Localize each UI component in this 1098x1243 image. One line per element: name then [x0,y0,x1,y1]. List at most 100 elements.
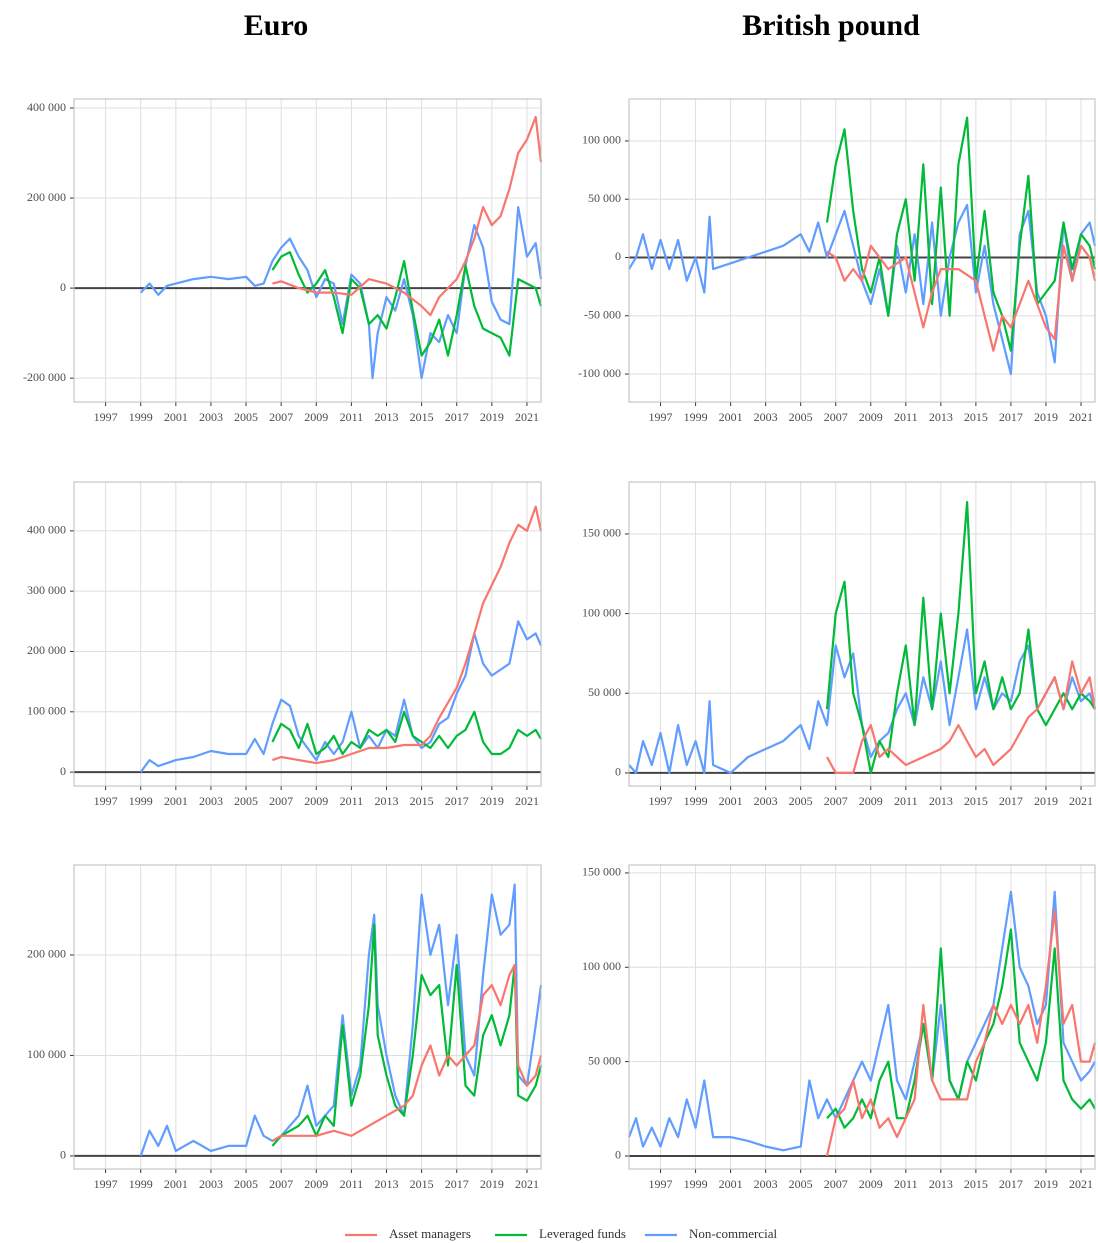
x-tick-label: 1997 [94,410,118,424]
y-tick-label: -50 000 [584,308,621,322]
x-tick-label: 2009 [304,410,328,424]
series-line [271,963,543,1142]
y-tick-label: 0 [615,1148,621,1162]
x-tick-label: 2019 [480,1177,504,1191]
x-tick-label: 2007 [824,1177,848,1191]
y-tick-label: -100 000 [578,366,621,380]
series-line [627,890,1096,1152]
x-tick-label: 2009 [304,1177,328,1191]
x-tick-label: 2011 [894,794,918,808]
x-tick-label: 2021 [515,410,539,424]
x-tick-label: 2021 [515,1177,539,1191]
y-tick-label: 0 [615,249,621,263]
x-tick-label: 2009 [859,1177,883,1191]
x-tick-label: 1997 [649,410,673,424]
plot-area [74,482,541,786]
x-tick-label: 2019 [1034,794,1058,808]
x-tick-label: 2021 [1069,794,1093,808]
x-tick-label: 2005 [789,1177,813,1191]
x-tick-label: 2015 [410,410,434,424]
x-tick-label: 2003 [199,410,223,424]
plot-border [628,481,1096,787]
series-line [139,883,543,1157]
y-tick-label: 200 000 [27,190,66,204]
x-tick-label: 2005 [234,794,258,808]
x-tick-label: 2013 [929,410,953,424]
x-tick-label: 1999 [684,410,708,424]
x-tick-label: 2001 [164,1177,188,1191]
x-tick-label: 2003 [754,1177,778,1191]
x-tick-label: 2013 [375,1177,399,1191]
series-line [825,909,1097,1157]
x-tick-label: 2011 [894,410,918,424]
x-tick-label: 2011 [340,1177,364,1191]
series-line [628,203,1097,376]
plot-area [629,99,1095,402]
x-tick-label: 1999 [129,1177,153,1191]
x-tick-label: 2021 [515,794,539,808]
x-tick-label: 2017 [445,410,469,424]
y-tick-label: 150 000 [582,526,621,540]
x-tick-label: 2019 [1034,410,1058,424]
x-tick-label: 2015 [410,1177,434,1191]
x-tick-label: 2017 [999,794,1023,808]
legend-label: Asset managers [389,1226,471,1241]
plot-border [628,864,1096,1170]
series-line [826,660,1097,774]
x-tick-label: 2019 [1034,1177,1058,1191]
x-tick-label: 2019 [480,794,504,808]
x-tick-label: 2005 [234,410,258,424]
series-line [826,928,1096,1129]
y-tick-label: 0 [60,1148,66,1162]
x-tick-label: 1999 [684,794,708,808]
x-tick-label: 2009 [304,794,328,808]
plot-area [74,865,541,1169]
y-tick-label: 100 000 [582,959,621,973]
x-tick-label: 2013 [375,794,399,808]
x-tick-label: 1997 [649,794,673,808]
x-tick-label: 2003 [199,1177,223,1191]
x-tick-label: 2003 [754,794,778,808]
y-tick-label: 50 000 [588,1053,621,1067]
legend-label: Leveraged funds [539,1226,626,1241]
y-tick-label: 100 000 [27,1047,66,1061]
x-tick-label: 2001 [719,1177,743,1191]
x-tick-label: 2017 [445,1177,469,1191]
x-tick-label: 2005 [789,794,813,808]
x-tick-label: 2001 [164,794,188,808]
x-tick-label: 2011 [340,410,364,424]
series-line [139,620,543,773]
y-tick-label: 50 000 [588,685,621,699]
x-tick-label: 2005 [234,1177,258,1191]
x-tick-label: 2017 [999,410,1023,424]
x-tick-label: 2011 [894,1177,918,1191]
x-tick-label: 2007 [269,1177,293,1191]
x-tick-label: 2007 [824,794,848,808]
y-tick-label: 150 000 [582,865,621,879]
column-title: British pound [742,9,920,42]
x-tick-label: 2017 [445,794,469,808]
x-tick-label: 2017 [999,1177,1023,1191]
x-tick-label: 1997 [94,794,118,808]
y-tick-label: 0 [60,764,66,778]
x-tick-label: 2005 [789,410,813,424]
plot-area [629,865,1095,1169]
x-tick-label: 2013 [929,1177,953,1191]
series-line [272,505,543,765]
x-tick-label: 1997 [649,1177,673,1191]
y-tick-label: 400 000 [27,523,66,537]
y-tick-label: 200 000 [27,947,66,961]
y-tick-label: 50 000 [588,191,621,205]
x-tick-label: 2007 [824,410,848,424]
plot-border [73,481,542,787]
y-tick-label: 0 [60,280,66,294]
y-tick-label: -200 000 [23,370,66,384]
x-tick-label: 2001 [719,794,743,808]
x-tick-label: 2019 [480,410,504,424]
x-tick-label: 2011 [340,794,364,808]
y-tick-label: 100 000 [27,704,66,718]
x-tick-label: 2021 [1069,1177,1093,1191]
x-tick-label: 1999 [129,794,153,808]
y-tick-label: 400 000 [27,100,66,114]
